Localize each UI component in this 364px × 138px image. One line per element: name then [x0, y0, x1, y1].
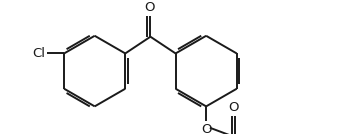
Text: O: O — [144, 1, 155, 14]
Text: O: O — [228, 101, 239, 114]
Text: O: O — [201, 123, 211, 136]
Text: Cl: Cl — [32, 47, 46, 60]
